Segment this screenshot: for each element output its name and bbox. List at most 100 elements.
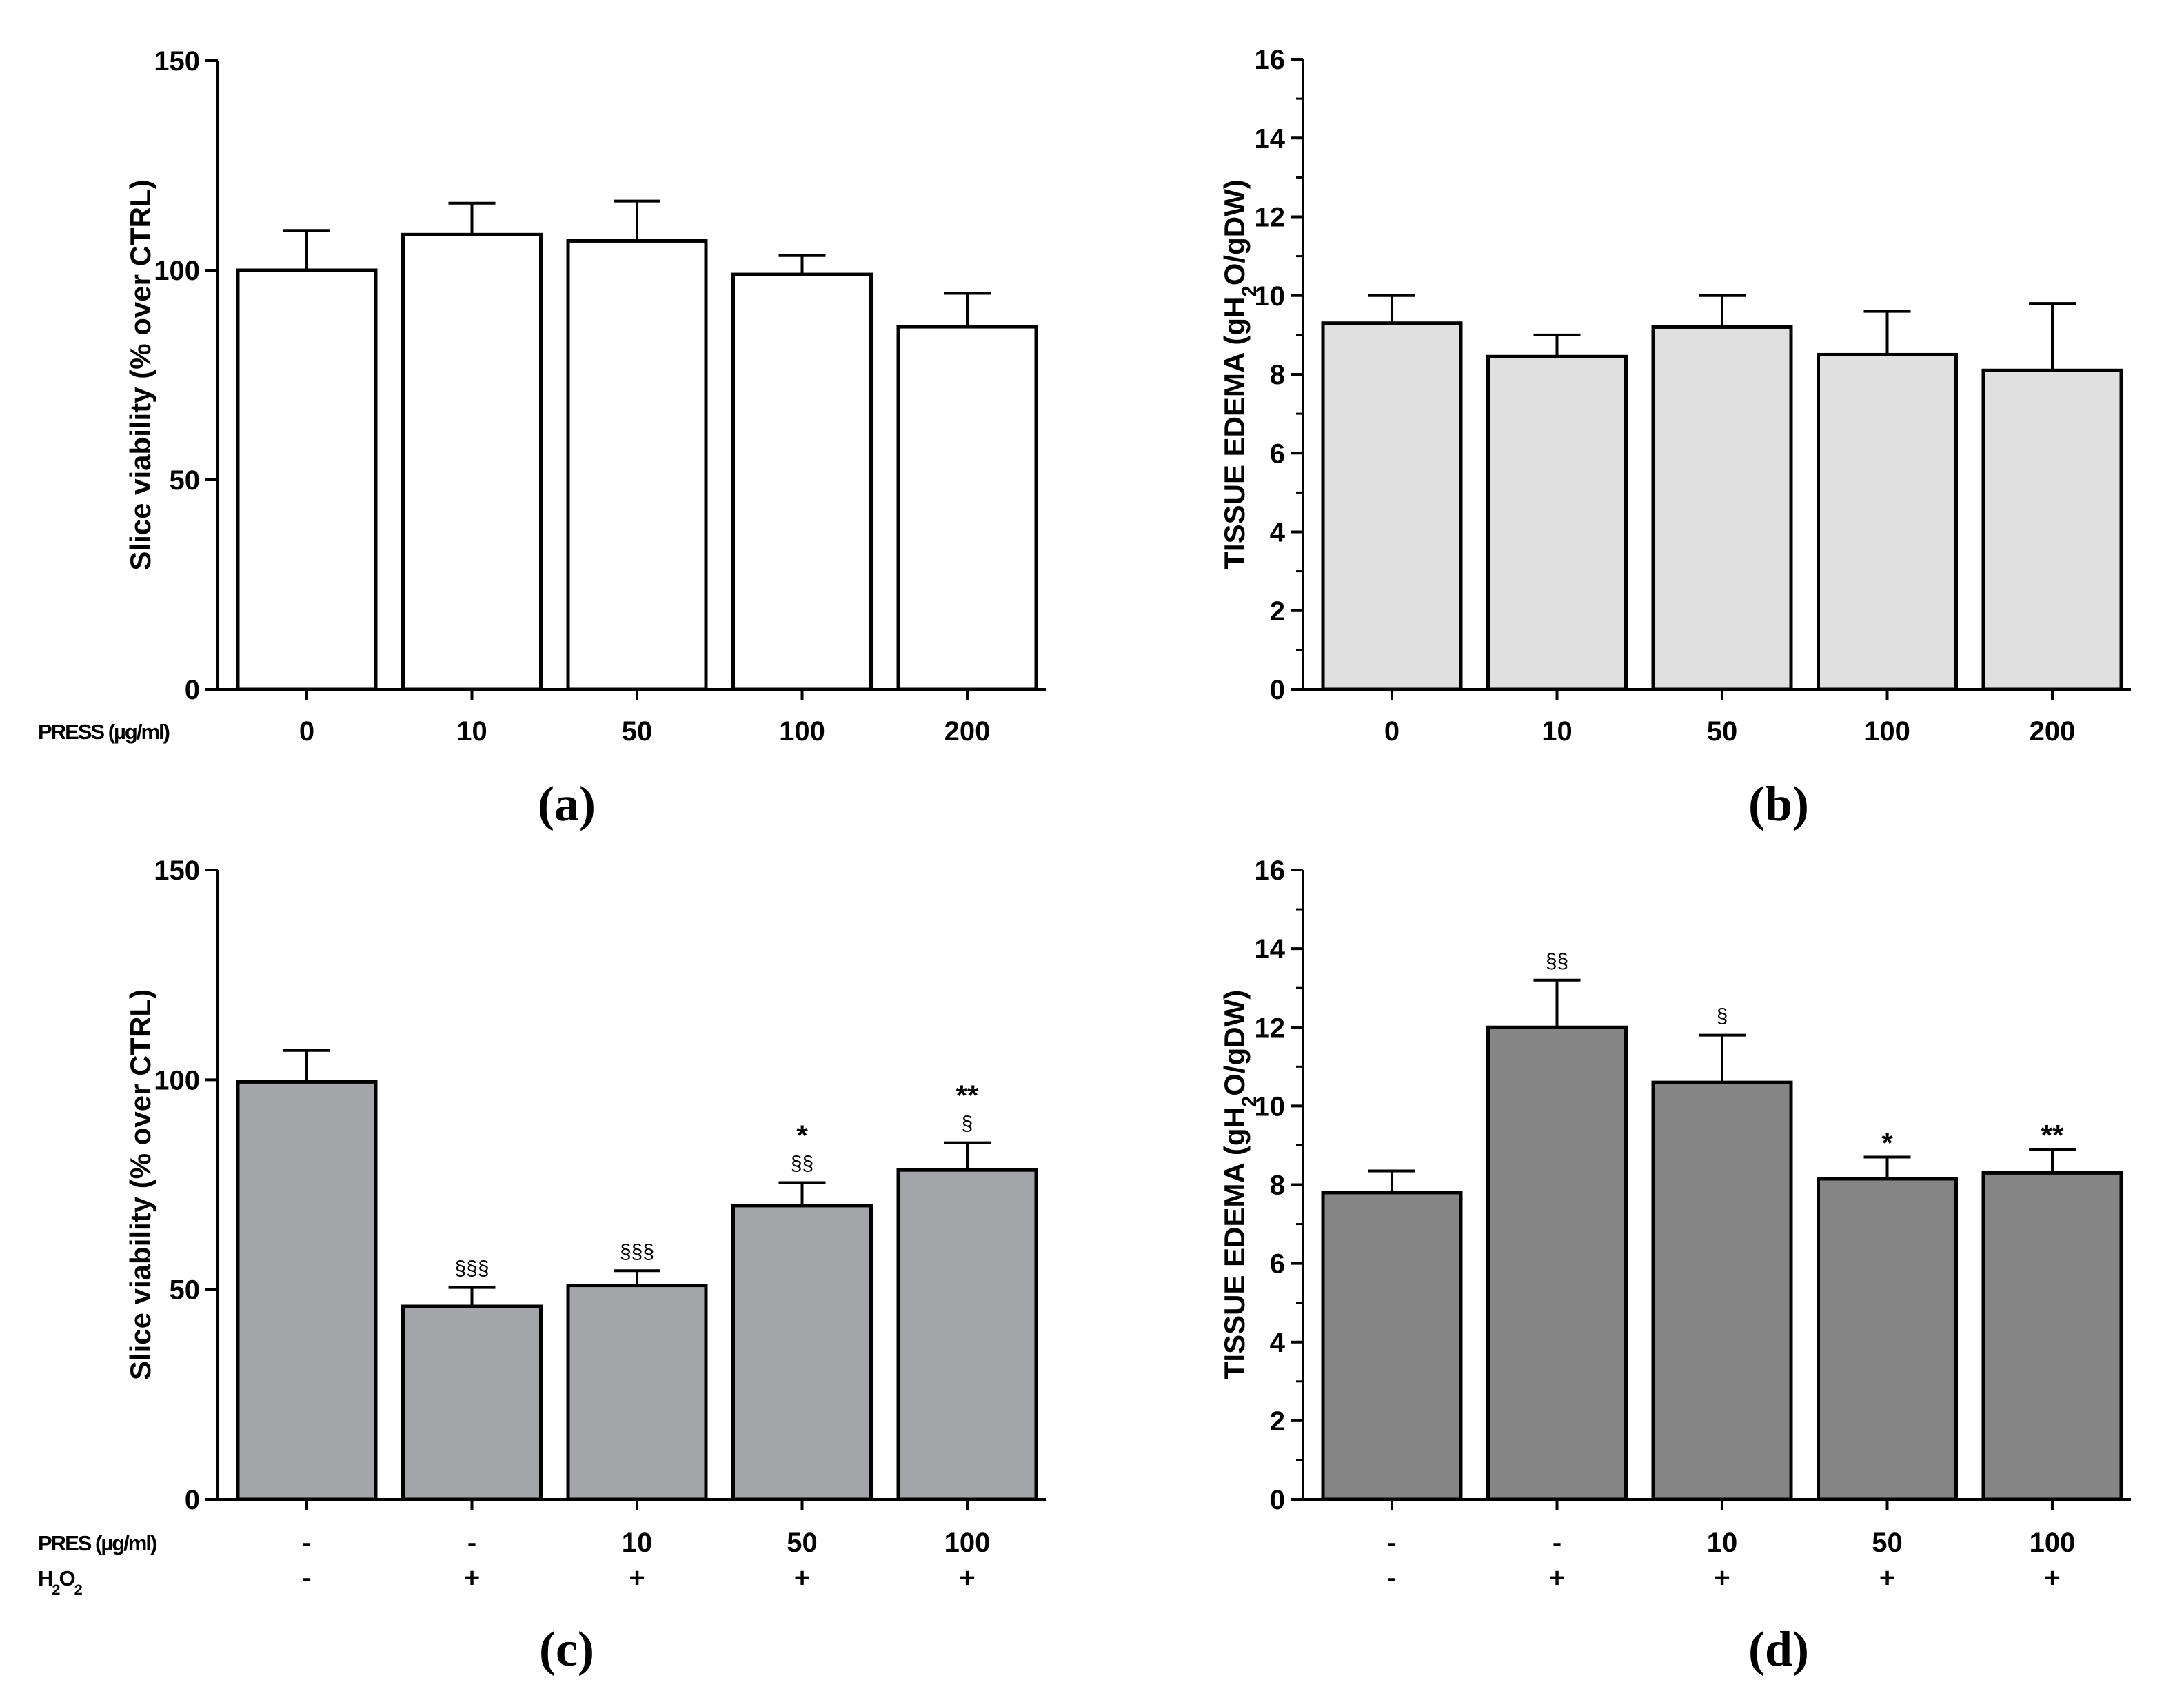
x-category-label: 10 xyxy=(456,716,487,747)
y-tick-label: 50 xyxy=(170,1275,201,1306)
y-axis-label: Slice viability (% over CTRL) xyxy=(124,179,156,570)
y-tick-label: 2 xyxy=(1270,1406,1285,1437)
x-category-label: + xyxy=(1714,1563,1730,1593)
x-category-label: - xyxy=(302,1528,311,1558)
significance-star: ** xyxy=(956,1080,979,1112)
bar xyxy=(566,239,708,691)
bar xyxy=(1817,352,1958,691)
y-tick-label: 0 xyxy=(1270,1485,1285,1515)
y-tick-label: 10 xyxy=(1255,1091,1286,1122)
y-tick-label: 100 xyxy=(154,256,200,286)
chart-panel-b: 0 2 4 6 8 10 12 14 16 TISSUE EDEMA (gH2O/gDW) 0 10 5… xyxy=(1218,45,2131,831)
significance-section: §§ xyxy=(791,1152,813,1175)
y-tick-label: 0 xyxy=(1270,675,1285,705)
significance-section: §§§ xyxy=(620,1240,654,1263)
y-axis-label: TISSUE EDEMA (gH2O/gDW) xyxy=(1218,990,1261,1379)
y-tick-label: 0 xyxy=(185,1485,200,1515)
y-tick-label: 4 xyxy=(1270,518,1286,548)
x-category-label: - xyxy=(1553,1528,1561,1558)
x-category-label: 10 xyxy=(622,1528,653,1558)
bar xyxy=(1981,1171,2123,1501)
bar xyxy=(1486,354,1628,691)
y-tick-label: 8 xyxy=(1270,360,1285,390)
bar xyxy=(1321,1191,1463,1501)
y-tick-label: 150 xyxy=(154,46,200,77)
x-category-label: 100 xyxy=(2030,1528,2076,1558)
bar xyxy=(236,1080,378,1501)
x-category-label: + xyxy=(2044,1563,2060,1593)
bar xyxy=(896,1168,1038,1501)
row-label: PRES (µg/ml) xyxy=(38,1531,156,1555)
significance-section: §§§ xyxy=(454,1257,489,1280)
bar xyxy=(731,1204,873,1501)
panel-label: (b) xyxy=(1748,776,1809,831)
x-category-label: + xyxy=(794,1563,810,1593)
bar xyxy=(1651,1080,1793,1501)
x-category-label: 10 xyxy=(1707,1528,1738,1558)
x-category-label: 50 xyxy=(1872,1528,1903,1558)
x-category-label: + xyxy=(1879,1563,1895,1593)
x-category-label: 200 xyxy=(2030,716,2076,747)
bar xyxy=(1486,1025,1628,1501)
bar xyxy=(1321,321,1463,691)
bar xyxy=(1981,368,2123,691)
panel-label: (a) xyxy=(538,776,596,831)
y-tick-label: 6 xyxy=(1270,438,1285,469)
y-tick-label: 4 xyxy=(1270,1328,1286,1358)
x-category-label: 100 xyxy=(1864,716,1910,747)
y-tick-label: 14 xyxy=(1255,934,1286,964)
x-category-label: 200 xyxy=(944,716,991,747)
row-label: PRESS (µg/ml) xyxy=(38,720,170,744)
bar xyxy=(731,272,873,691)
y-tick-label: 12 xyxy=(1255,1013,1286,1043)
significance-star: * xyxy=(1881,1127,1893,1160)
significance-section: § xyxy=(1717,1005,1728,1028)
x-category-label: 50 xyxy=(622,716,653,747)
x-category-label: - xyxy=(1387,1563,1396,1593)
significance-star: ** xyxy=(2041,1119,2064,1151)
row-label: H2O2 xyxy=(38,1566,83,1598)
x-category-label: + xyxy=(629,1563,645,1593)
x-category-label: 50 xyxy=(1707,716,1738,747)
bar xyxy=(1651,325,1793,691)
x-category-label: 10 xyxy=(1541,716,1573,747)
significance-star: * xyxy=(796,1119,808,1151)
bar xyxy=(1817,1177,1958,1501)
chart-panel-d: 0 2 4 6 8 10 12 14 16 TISSUE EDEMA (gH2O/gDW) - - - +… xyxy=(1218,856,2131,1677)
x-category-label: + xyxy=(1549,1563,1565,1593)
x-category-label: + xyxy=(959,1563,975,1593)
x-category-label: 100 xyxy=(779,716,825,747)
y-tick-label: 8 xyxy=(1270,1171,1285,1201)
y-tick-label: 12 xyxy=(1255,203,1286,233)
bar xyxy=(236,268,378,691)
y-tick-label: 6 xyxy=(1270,1249,1285,1279)
bar xyxy=(401,232,543,691)
y-tick-label: 10 xyxy=(1255,281,1286,312)
significance-section: § xyxy=(962,1113,973,1135)
y-axis-label: TISSUE EDEMA (gH2O/gDW) xyxy=(1218,179,1261,569)
x-category-label: - xyxy=(467,1528,476,1558)
chart-panel-c: 0 50 100 150 Slice viability (% over CTRL) - -… xyxy=(38,856,1046,1677)
chart-panel-a: 0 50 100 150 Slice viability (% over CTRL) 0 1… xyxy=(38,46,1046,831)
y-tick-label: 100 xyxy=(154,1065,200,1095)
x-category-label: 0 xyxy=(1384,716,1399,747)
significance-section: §§ xyxy=(1546,950,1568,973)
x-category-label: + xyxy=(464,1563,480,1593)
bar xyxy=(566,1284,708,1501)
y-axis-label: Slice viability (% over CTRL) xyxy=(124,989,156,1380)
y-tick-label: 50 xyxy=(170,465,201,496)
x-category-label: 100 xyxy=(944,1528,991,1558)
bar xyxy=(401,1304,543,1501)
y-tick-label: 16 xyxy=(1255,856,1286,886)
x-category-label: - xyxy=(302,1563,311,1593)
panel-label: (d) xyxy=(1748,1621,1809,1677)
x-category-label: 0 xyxy=(299,716,314,747)
x-category-label: 50 xyxy=(787,1528,818,1558)
x-category-label: - xyxy=(1387,1528,1396,1558)
panel-label: (c) xyxy=(539,1621,594,1677)
y-tick-label: 0 xyxy=(185,675,200,705)
y-tick-label: 16 xyxy=(1255,45,1286,75)
bar xyxy=(896,325,1038,691)
y-tick-label: 2 xyxy=(1270,596,1285,627)
